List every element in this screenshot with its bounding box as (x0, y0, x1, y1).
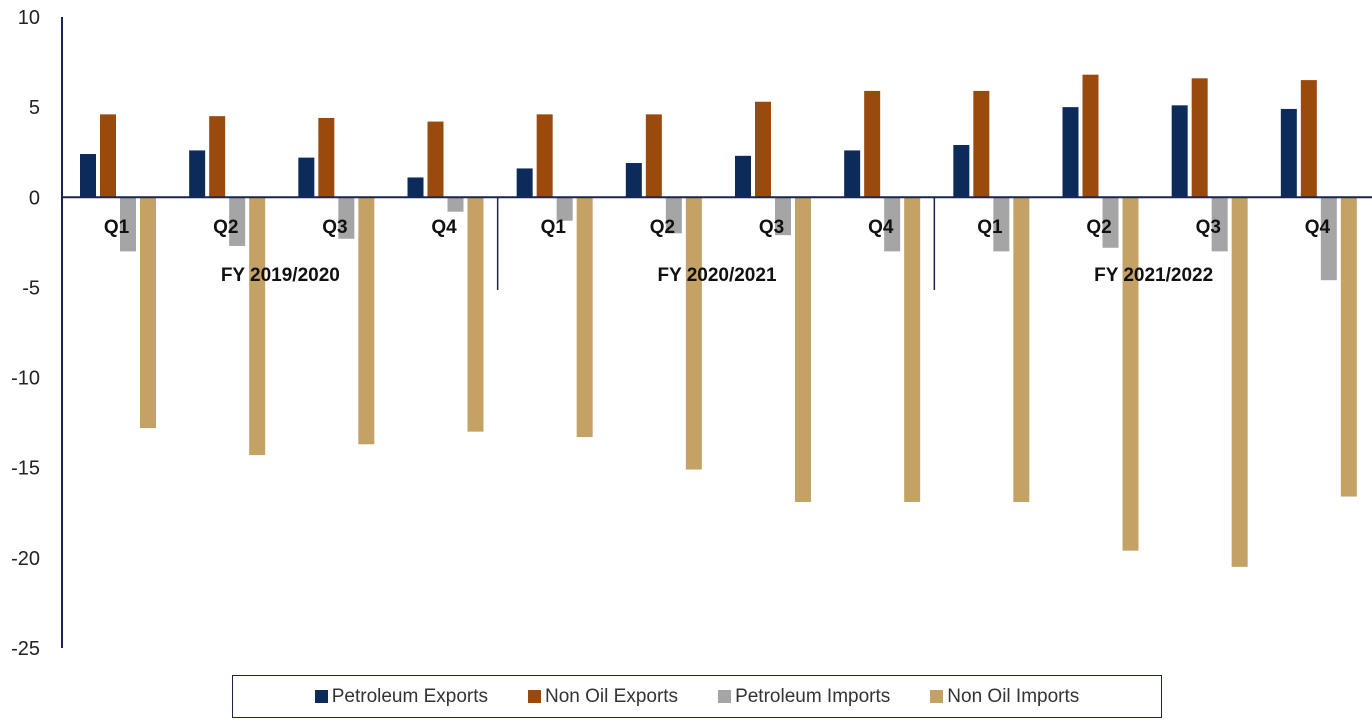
bar-petroleum-imports (993, 197, 1010, 252)
bar-petroleum-exports (516, 168, 533, 198)
bar-non-oil-imports (1231, 197, 1248, 567)
bar-non-oil-exports (318, 117, 335, 198)
bar-petroleum-imports (1211, 197, 1228, 252)
bar-non-oil-exports (864, 90, 881, 198)
bar-petroleum-exports (80, 154, 96, 198)
bar-petroleum-imports (1320, 197, 1337, 281)
x-tick-label: Q2 (213, 217, 238, 238)
legend-item-petroleum-imports: Petroleum Imports (718, 686, 890, 708)
legend-label: Non Oil Imports (947, 685, 1080, 707)
y-tick-label: -20 (11, 548, 40, 570)
bar-petroleum-exports (625, 163, 642, 198)
y-tick-label: 5 (29, 97, 40, 119)
bar-petroleum-imports (1102, 197, 1119, 248)
bar-non-oil-exports (536, 114, 553, 198)
bar-petroleum-imports (338, 197, 355, 239)
y-tick-label: -15 (11, 458, 40, 480)
legend-swatch-non-oil-imports (930, 690, 944, 703)
y-tick-label: -25 (11, 638, 40, 660)
x-tick-label: Q4 (868, 217, 894, 238)
legend-label: Non Oil Exports (545, 685, 679, 707)
x-tick-label: Q1 (977, 217, 1003, 238)
legend-label: Petroleum Exports (331, 685, 489, 707)
bar-non-oil-imports (576, 197, 593, 438)
y-tick-label: -5 (22, 277, 40, 299)
x-group-label: FY 2021/2022 (1094, 265, 1213, 286)
bar-petroleum-imports (120, 197, 136, 252)
bar-petroleum-imports (775, 197, 791, 236)
legend-swatch-non-oil-exports (528, 690, 542, 703)
bar-non-oil-imports (685, 197, 702, 470)
legend-item-petroleum-exports: Petroleum Exports (314, 685, 489, 708)
bar-non-oil-imports (140, 197, 156, 429)
bar-non-oil-imports (358, 197, 375, 445)
bar-non-oil-exports (100, 114, 116, 198)
bar-petroleum-exports (298, 157, 315, 198)
bar-petroleum-exports (844, 150, 861, 198)
bar-petroleum-imports (665, 197, 682, 234)
bar-non-oil-exports (973, 90, 990, 198)
chart-legend: Petroleum Exports Non Oil Exports Petrol… (232, 675, 1162, 718)
bar-non-oil-imports (1013, 197, 1030, 502)
x-tick-label: Q2 (1086, 217, 1111, 238)
legend-label: Petroleum Imports (735, 685, 891, 707)
bar-petroleum-exports (1171, 105, 1188, 198)
bar-petroleum-exports (735, 155, 751, 198)
y-tick-label: -10 (11, 368, 40, 390)
bar-non-oil-imports (1122, 197, 1139, 551)
bar-petroleum-exports (407, 177, 424, 198)
bar-petroleum-imports (229, 197, 246, 246)
bar-non-oil-exports (645, 114, 662, 198)
bar-non-oil-imports (1340, 197, 1357, 497)
bar-non-oil-exports (427, 121, 444, 198)
legend-swatch-petroleum-imports (718, 690, 732, 703)
x-tick-label: Q3 (322, 217, 347, 238)
bar-non-oil-imports (249, 197, 266, 456)
x-tick-label: Q3 (1196, 217, 1221, 238)
legend-item-non-oil-imports: Non Oil Imports (930, 686, 1079, 708)
y-tick-label: 0 (29, 187, 40, 209)
bar-petroleum-imports (884, 197, 901, 252)
x-tick-label: Q1 (541, 217, 567, 238)
bar-petroleum-imports (556, 197, 573, 221)
y-tick-label: 10 (18, 7, 40, 29)
bar-non-oil-exports (755, 101, 771, 198)
bar-non-oil-imports (795, 197, 811, 502)
legend-swatch-petroleum-exports (314, 690, 328, 703)
x-group-label: FY 2019/2020 (221, 265, 340, 286)
x-tick-label: Q3 (759, 217, 784, 238)
bar-petroleum-exports (953, 145, 970, 198)
bar-petroleum-exports (189, 150, 206, 198)
x-tick-label: Q2 (650, 217, 675, 238)
x-tick-label: Q4 (1305, 217, 1331, 238)
bar-non-oil-exports (1191, 78, 1208, 198)
bar-petroleum-exports (1062, 107, 1079, 198)
legend-item-non-oil-exports: Non Oil Exports (528, 686, 678, 708)
x-group-label: FY 2020/2021 (657, 265, 776, 286)
x-tick-label: Q1 (104, 217, 130, 238)
bar-non-oil-exports (209, 116, 226, 198)
bar-non-oil-imports (904, 197, 921, 502)
bar-chart: 10 5 0 -5 -10 -15 -20 -25 Q1 Q2 Q3 Q4 FY 2019/2020 Q1… (11, 7, 1372, 660)
bar-petroleum-imports (447, 197, 464, 212)
bar-non-oil-imports (467, 197, 484, 432)
bar-non-oil-exports (1300, 80, 1317, 198)
bar-petroleum-exports (1280, 108, 1297, 198)
bar-non-oil-exports (1082, 74, 1099, 198)
x-tick-label: Q4 (431, 217, 457, 238)
